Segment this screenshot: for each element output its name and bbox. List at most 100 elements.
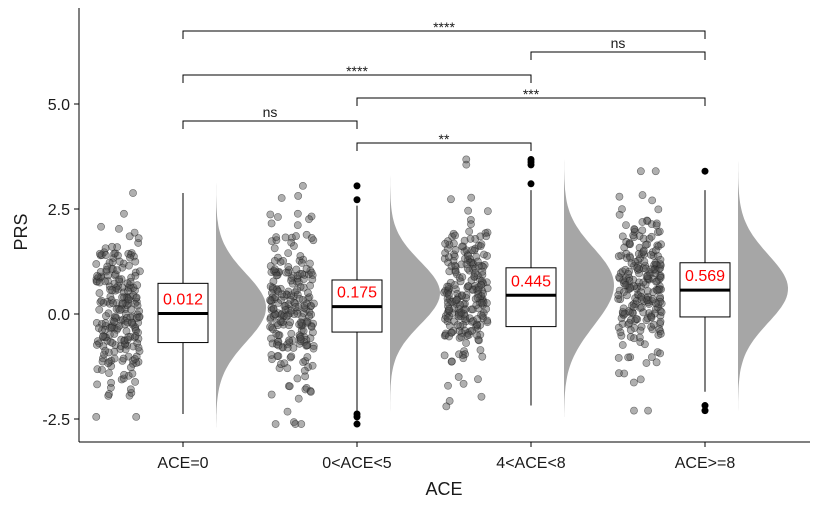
data-point <box>443 244 452 253</box>
data-point <box>451 246 460 254</box>
data-point <box>451 261 459 270</box>
data-point <box>461 305 470 314</box>
median-label: 0.012 <box>163 291 203 308</box>
data-point <box>268 323 276 332</box>
data-point <box>444 253 453 262</box>
data-point <box>440 351 449 360</box>
data-point <box>134 234 143 243</box>
data-point <box>266 210 275 219</box>
data-point <box>483 207 492 216</box>
data-point <box>616 328 625 337</box>
data-point <box>615 286 624 295</box>
data-point <box>104 348 113 357</box>
data-point <box>630 406 638 415</box>
data-point <box>622 254 631 262</box>
data-point <box>466 216 475 224</box>
data-point <box>643 216 651 225</box>
data-point <box>618 341 627 349</box>
data-point <box>115 257 124 266</box>
data-point <box>132 326 140 335</box>
data-point <box>618 308 627 316</box>
data-point <box>118 293 127 302</box>
data-point <box>93 271 102 280</box>
data-point <box>297 420 306 428</box>
data-point <box>629 300 638 308</box>
data-point <box>281 233 290 242</box>
data-point <box>127 305 135 314</box>
significance-label: **** <box>346 63 368 79</box>
data-point <box>113 285 122 294</box>
data-point <box>267 334 275 343</box>
median-label: 0.569 <box>685 268 725 285</box>
data-point <box>614 252 623 261</box>
data-point <box>95 289 104 297</box>
data-point <box>298 270 306 278</box>
data-point <box>287 238 296 247</box>
data-point <box>655 285 664 294</box>
data-point <box>293 271 302 280</box>
data-point <box>656 273 665 282</box>
data-point <box>108 286 117 295</box>
significance-label: *** <box>523 86 540 102</box>
data-point <box>101 251 110 260</box>
data-point <box>464 330 473 339</box>
data-point <box>124 249 133 258</box>
data-point <box>287 329 296 338</box>
data-point <box>614 323 623 332</box>
data-point <box>648 295 657 304</box>
data-point <box>132 412 141 421</box>
data-point <box>467 276 476 285</box>
density-cloud <box>216 182 266 428</box>
data-point <box>266 296 274 305</box>
data-point <box>133 281 142 290</box>
data-point <box>461 254 469 263</box>
data-point <box>94 324 103 333</box>
data-point <box>641 241 650 249</box>
x-tick-label: 0<ACE<5 <box>322 455 391 472</box>
data-point <box>478 352 487 361</box>
data-point <box>110 249 119 258</box>
y-tick-label: 0.0 <box>48 307 70 324</box>
data-point <box>117 375 126 384</box>
data-point <box>635 333 644 342</box>
data-point <box>474 285 483 294</box>
data-point <box>299 358 308 367</box>
data-point <box>482 305 491 313</box>
data-point <box>267 219 276 228</box>
data-point <box>480 250 488 259</box>
significance-bracket <box>356 97 706 106</box>
data-point <box>445 267 454 276</box>
data-point <box>120 209 128 218</box>
significance-bracket <box>530 51 706 60</box>
data-point <box>474 375 482 384</box>
data-point <box>649 320 658 329</box>
data-point <box>444 286 452 295</box>
data-point <box>309 344 318 353</box>
data-point <box>647 322 656 331</box>
data-point <box>653 348 662 357</box>
data-point <box>295 294 304 303</box>
data-point <box>126 277 135 286</box>
data-point <box>131 257 140 266</box>
data-point <box>296 335 305 344</box>
significance-bracket <box>182 74 532 83</box>
data-point <box>641 264 650 273</box>
data-point <box>447 195 455 204</box>
data-point <box>110 354 119 363</box>
data-point <box>455 350 463 359</box>
outlier-point <box>701 407 709 415</box>
data-point <box>636 375 645 384</box>
data-point <box>306 281 315 290</box>
data-point <box>107 323 116 332</box>
data-point <box>298 258 306 267</box>
data-point <box>451 267 460 276</box>
data-point <box>459 379 468 388</box>
data-point <box>132 314 141 322</box>
data-point <box>95 278 104 287</box>
data-point <box>123 287 132 296</box>
data-point <box>305 293 314 301</box>
significance-label: **** <box>433 19 455 35</box>
data-point <box>468 326 476 335</box>
data-point <box>630 334 638 343</box>
